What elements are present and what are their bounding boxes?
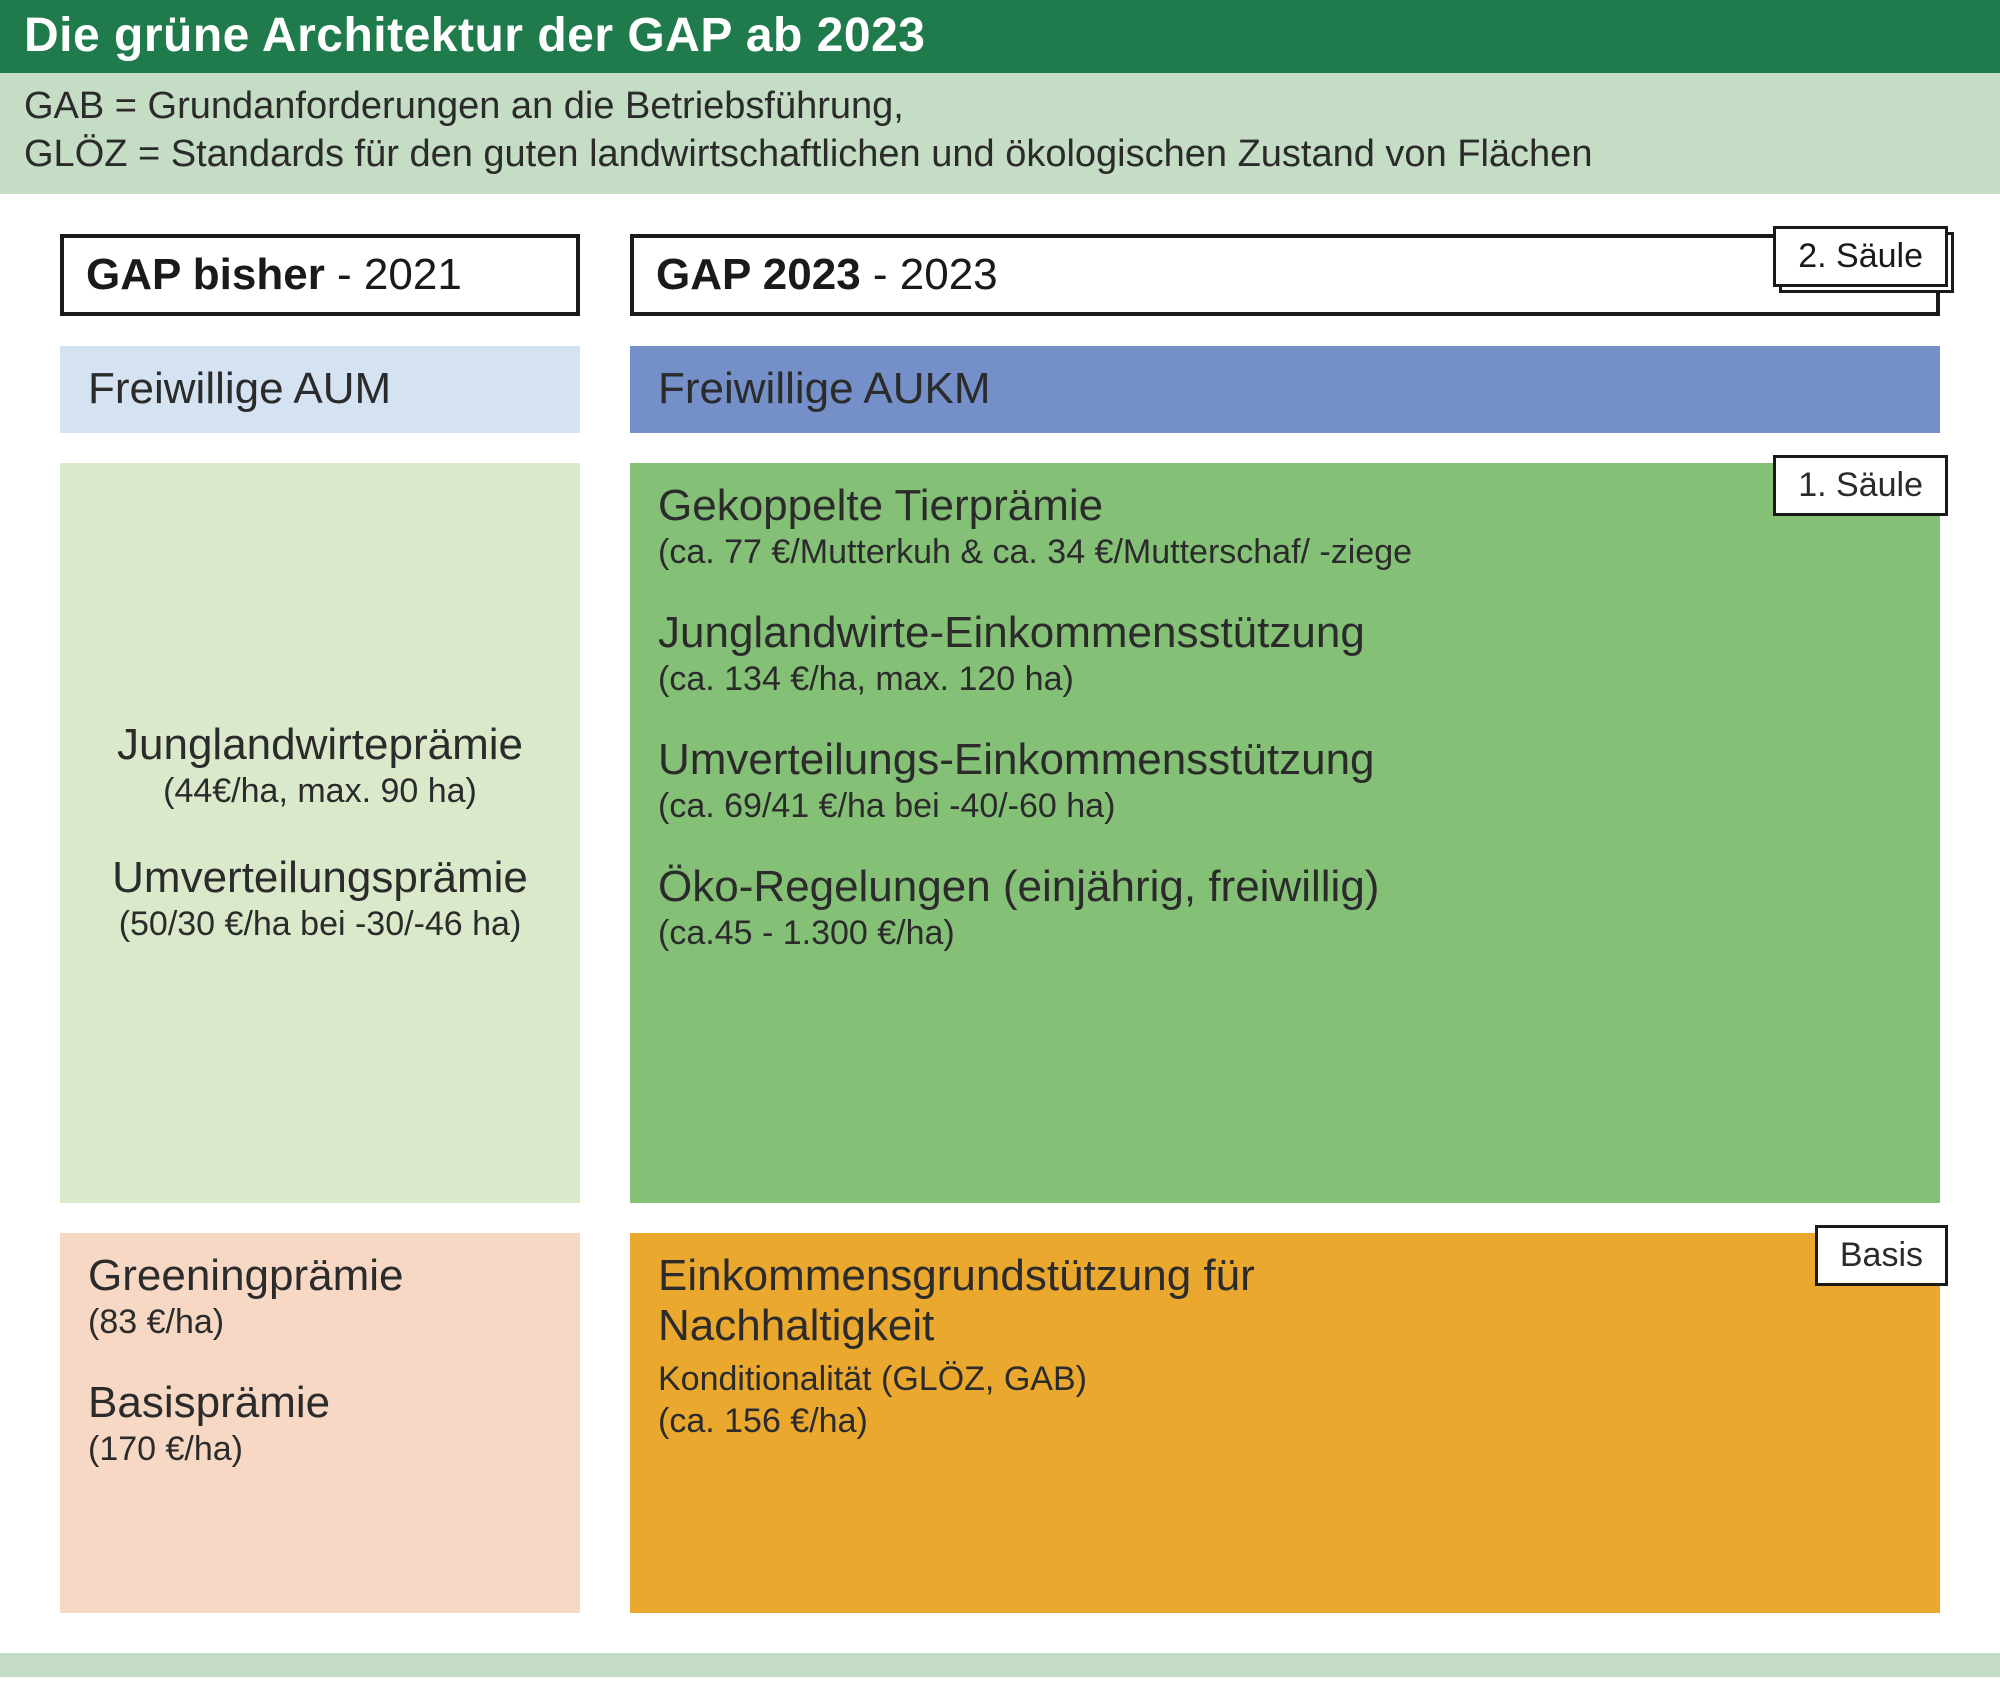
green-left-title-0: Junglandwirteprämie xyxy=(88,720,552,771)
orange-left-sub-0: (83 €/ha) xyxy=(88,1301,552,1344)
block-green-right: 1. Säule Gekoppelte Tierprämie (ca. 77 €… xyxy=(630,463,1940,1203)
tag-pillar1: 1. Säule xyxy=(1773,455,1948,516)
col-right-rest: - 2023 xyxy=(861,250,998,299)
green-left-sub-1: (50/30 €/ha bei -30/-46 ha) xyxy=(88,903,552,946)
voluntary-left-title: Freiwillige AUM xyxy=(88,364,552,415)
green-left-item: Umverteilungsprämie (50/30 €/ha bei -30/… xyxy=(88,853,552,946)
green-right-title-0: Gekoppelte Tierprämie xyxy=(658,481,1912,532)
col-header-left: GAP bisher - 2021 xyxy=(60,234,580,316)
footer-bar xyxy=(0,1653,2000,1677)
green-right-sub-2: (ca. 69/41 €/ha bei -40/-60 ha) xyxy=(658,785,1912,828)
green-right-sub-1: (ca. 134 €/ha, max. 120 ha) xyxy=(658,658,1912,701)
green-right-title-2: Umverteilungs-Einkommensstützung xyxy=(658,735,1912,786)
block-voluntary-left: Freiwillige AUM xyxy=(60,346,580,433)
col-header-right-wrap: GAP 2023 - 2023 2. Säule xyxy=(630,234,1940,316)
block-orange-left: Greeningprämie (83 €/ha) Basisprämie (17… xyxy=(60,1233,580,1613)
block-green-left: Junglandwirteprämie (44€/ha, max. 90 ha)… xyxy=(60,463,580,1203)
subheader-line1: GAB = Grundanforderungen an die Betriebs… xyxy=(24,83,1976,131)
orange-left-title-1: Basisprämie xyxy=(88,1378,552,1429)
green-right-sub-3: (ca.45 - 1.300 €/ha) xyxy=(658,912,1912,955)
orange-left-item: Basisprämie (170 €/ha) xyxy=(88,1378,552,1471)
tag-pillar2: 2. Säule xyxy=(1773,226,1948,287)
green-left-sub-0: (44€/ha, max. 90 ha) xyxy=(88,770,552,813)
tag-basis: Basis xyxy=(1815,1225,1948,1286)
orange-left-title-0: Greeningprämie xyxy=(88,1251,552,1302)
header-title: Die grüne Architektur der GAP ab 2023 xyxy=(24,9,925,62)
col-left-bold: GAP bisher xyxy=(86,250,325,299)
orange-left-sub-1: (170 €/ha) xyxy=(88,1428,552,1471)
subheader-bar: GAB = Grundanforderungen an die Betriebs… xyxy=(0,73,2000,194)
green-right-item: Umverteilungs-Einkommensstützung (ca. 69… xyxy=(658,735,1912,828)
green-right-title-3: Öko-Regelungen (einjährig, freiwillig) xyxy=(658,862,1912,913)
green-right-item: Gekoppelte Tierprämie (ca. 77 €/Mutterku… xyxy=(658,481,1912,574)
green-left-item: Junglandwirteprämie (44€/ha, max. 90 ha) xyxy=(88,720,552,813)
orange-left-item: Greeningprämie (83 €/ha) xyxy=(88,1251,552,1344)
green-right-item: Junglandwirte-Einkommensstützung (ca. 13… xyxy=(658,608,1912,701)
green-right-title-1: Junglandwirte-Einkommensstützung xyxy=(658,608,1912,659)
orange-right-sub2: (ca. 156 €/ha) xyxy=(658,1400,1912,1443)
orange-right-sub1: Konditionalität (GLÖZ, GAB) xyxy=(658,1358,1912,1401)
block-voluntary-right: Freiwillige AUKM xyxy=(630,346,1940,433)
green-right-item: Öko-Regelungen (einjährig, freiwillig) (… xyxy=(658,862,1912,955)
green-left-title-1: Umverteilungsprämie xyxy=(88,853,552,904)
subheader-line2: GLÖZ = Standards für den guten landwirts… xyxy=(24,131,1976,179)
content-grid: GAP bisher - 2021 GAP 2023 - 2023 2. Säu… xyxy=(0,194,2000,1613)
block-orange-right: Basis Einkommensgrundstützung für Nachha… xyxy=(630,1233,1940,1613)
col-right-bold: GAP 2023 xyxy=(656,250,861,299)
orange-right-title1: Einkommensgrundstützung für xyxy=(658,1251,1912,1302)
voluntary-right-title: Freiwillige AUKM xyxy=(658,364,1912,415)
col-left-rest: - 2021 xyxy=(325,250,462,299)
green-right-sub-0: (ca. 77 €/Mutterkuh & ca. 34 €/Muttersch… xyxy=(658,531,1912,574)
orange-right-title2: Nachhaltigkeit xyxy=(658,1301,1912,1352)
header-bar: Die grüne Architektur der GAP ab 2023 xyxy=(0,0,2000,73)
col-header-right: GAP 2023 - 2023 xyxy=(630,234,1940,316)
